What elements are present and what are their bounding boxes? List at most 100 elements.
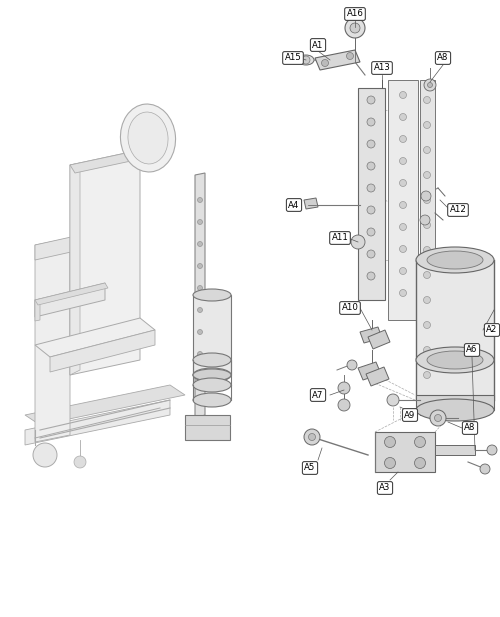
- Circle shape: [400, 289, 406, 297]
- Ellipse shape: [193, 369, 231, 381]
- Circle shape: [414, 436, 426, 447]
- Polygon shape: [416, 260, 494, 400]
- Text: A15: A15: [284, 54, 302, 62]
- Polygon shape: [420, 80, 435, 415]
- Ellipse shape: [427, 351, 483, 369]
- Text: A4: A4: [288, 201, 300, 210]
- Ellipse shape: [298, 55, 314, 65]
- Circle shape: [424, 196, 430, 204]
- Circle shape: [351, 235, 365, 249]
- Circle shape: [347, 360, 357, 370]
- Circle shape: [400, 246, 406, 252]
- Circle shape: [424, 247, 430, 254]
- Circle shape: [434, 415, 442, 421]
- Polygon shape: [35, 318, 155, 357]
- Circle shape: [400, 91, 406, 99]
- Polygon shape: [35, 299, 40, 321]
- Circle shape: [424, 371, 430, 378]
- Text: A2: A2: [486, 326, 498, 334]
- Circle shape: [400, 136, 406, 143]
- Polygon shape: [185, 415, 230, 440]
- Circle shape: [487, 445, 497, 455]
- Circle shape: [198, 263, 202, 268]
- Circle shape: [420, 215, 430, 225]
- Circle shape: [400, 223, 406, 231]
- Circle shape: [367, 96, 375, 104]
- Ellipse shape: [193, 393, 231, 407]
- Text: A7: A7: [312, 391, 324, 399]
- Text: A5: A5: [304, 463, 316, 473]
- Circle shape: [198, 241, 202, 247]
- Circle shape: [421, 191, 431, 201]
- Circle shape: [367, 272, 375, 280]
- Polygon shape: [358, 362, 381, 380]
- Circle shape: [198, 352, 202, 357]
- Circle shape: [198, 286, 202, 291]
- Ellipse shape: [193, 289, 231, 301]
- Circle shape: [338, 382, 350, 394]
- Ellipse shape: [416, 247, 494, 273]
- Circle shape: [424, 397, 430, 404]
- Circle shape: [367, 184, 375, 192]
- Circle shape: [198, 307, 202, 312]
- Circle shape: [198, 373, 202, 378]
- Ellipse shape: [427, 251, 483, 269]
- Circle shape: [384, 436, 396, 447]
- Text: A1: A1: [312, 41, 324, 49]
- Circle shape: [424, 297, 430, 304]
- Polygon shape: [366, 367, 389, 386]
- Polygon shape: [388, 80, 418, 320]
- Polygon shape: [360, 327, 382, 343]
- Circle shape: [198, 395, 202, 400]
- Circle shape: [400, 157, 406, 165]
- Polygon shape: [368, 330, 390, 349]
- Polygon shape: [35, 238, 70, 442]
- Text: A13: A13: [374, 64, 390, 73]
- Circle shape: [400, 114, 406, 120]
- Circle shape: [198, 329, 202, 334]
- Circle shape: [424, 79, 436, 91]
- Circle shape: [302, 56, 310, 64]
- Polygon shape: [70, 150, 140, 375]
- Circle shape: [424, 122, 430, 128]
- Polygon shape: [70, 163, 80, 375]
- Circle shape: [424, 146, 430, 154]
- Text: A3: A3: [380, 484, 390, 492]
- Text: A16: A16: [346, 9, 364, 19]
- Text: A8: A8: [464, 423, 475, 433]
- Polygon shape: [70, 150, 145, 173]
- Circle shape: [367, 250, 375, 258]
- Circle shape: [400, 180, 406, 186]
- Circle shape: [198, 220, 202, 225]
- Circle shape: [198, 197, 202, 202]
- Circle shape: [384, 457, 396, 468]
- Circle shape: [367, 162, 375, 170]
- Text: A10: A10: [342, 304, 358, 312]
- Polygon shape: [416, 395, 494, 410]
- Circle shape: [428, 83, 432, 88]
- Circle shape: [304, 429, 320, 445]
- Circle shape: [350, 23, 360, 33]
- Text: A9: A9: [404, 410, 415, 420]
- Polygon shape: [304, 198, 318, 209]
- Polygon shape: [195, 173, 205, 418]
- Circle shape: [387, 394, 399, 406]
- Circle shape: [322, 59, 328, 67]
- Circle shape: [400, 268, 406, 275]
- Text: A11: A11: [332, 233, 348, 242]
- Polygon shape: [35, 283, 105, 317]
- Circle shape: [424, 172, 430, 178]
- Circle shape: [367, 228, 375, 236]
- Ellipse shape: [416, 399, 494, 421]
- Ellipse shape: [193, 368, 231, 382]
- Circle shape: [400, 202, 406, 209]
- Circle shape: [480, 464, 490, 474]
- Circle shape: [74, 456, 86, 468]
- Text: A6: A6: [466, 346, 477, 355]
- Polygon shape: [25, 385, 185, 425]
- Circle shape: [367, 206, 375, 214]
- Circle shape: [424, 271, 430, 278]
- Circle shape: [308, 434, 316, 441]
- Polygon shape: [50, 330, 155, 372]
- Polygon shape: [35, 235, 80, 260]
